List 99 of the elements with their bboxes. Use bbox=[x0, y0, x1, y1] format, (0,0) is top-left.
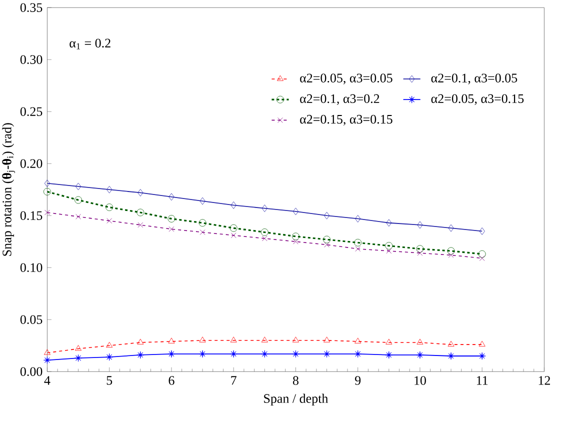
point bbox=[385, 351, 393, 359]
point bbox=[75, 182, 82, 190]
x-axis-title: Span / depth bbox=[264, 394, 328, 406]
point bbox=[198, 219, 206, 227]
legend-label: α2=0.05, α3=0.15 bbox=[431, 94, 524, 105]
point bbox=[479, 256, 485, 261]
y-tick-label: 0.10 bbox=[20, 263, 42, 272]
x-tick-label: 5 bbox=[106, 376, 112, 385]
y-tick-label: 0.00 bbox=[20, 367, 42, 376]
x-tick-label: 8 bbox=[292, 376, 298, 385]
point bbox=[137, 338, 144, 344]
point bbox=[136, 351, 144, 359]
x-tick-label: 4 bbox=[44, 376, 50, 385]
point bbox=[44, 210, 50, 216]
point bbox=[293, 238, 298, 244]
point bbox=[417, 221, 423, 229]
y-tick-label: 0.35 bbox=[20, 3, 42, 12]
point bbox=[136, 208, 144, 216]
point bbox=[448, 340, 454, 347]
legend-label: α2=0.1, α3=0.05 bbox=[431, 74, 518, 84]
point bbox=[168, 215, 176, 222]
point bbox=[386, 248, 392, 254]
point bbox=[324, 336, 330, 342]
y-tick-label: 0.05 bbox=[20, 315, 42, 324]
point bbox=[323, 350, 330, 358]
y-tick-label: 0.20 bbox=[20, 159, 42, 168]
point bbox=[324, 242, 330, 248]
point bbox=[262, 204, 268, 212]
point bbox=[448, 252, 454, 258]
point bbox=[447, 352, 455, 360]
point bbox=[106, 186, 112, 194]
point bbox=[478, 340, 486, 347]
point bbox=[230, 224, 238, 232]
x-tick-label: 11 bbox=[476, 376, 488, 385]
point bbox=[106, 342, 113, 348]
point bbox=[354, 350, 362, 358]
legend-label: α2=0.1, α3=0.2 bbox=[300, 94, 380, 105]
point bbox=[198, 350, 206, 358]
point bbox=[292, 350, 300, 358]
point bbox=[44, 356, 51, 364]
x-tick-label: 7 bbox=[231, 376, 236, 385]
point bbox=[355, 246, 361, 252]
point bbox=[106, 204, 114, 211]
point bbox=[230, 232, 236, 238]
point bbox=[324, 212, 330, 220]
point bbox=[355, 215, 361, 222]
point bbox=[75, 345, 82, 351]
point bbox=[168, 338, 175, 344]
x-tick-label: 10 bbox=[414, 376, 426, 385]
legend-label: α2=0.05, α3=0.05 bbox=[300, 74, 392, 84]
point bbox=[230, 202, 236, 209]
point bbox=[260, 228, 268, 236]
point bbox=[76, 214, 81, 220]
point bbox=[260, 350, 268, 358]
point bbox=[386, 338, 392, 344]
y-tick-label: 0.15 bbox=[20, 211, 42, 220]
point bbox=[230, 350, 238, 358]
point bbox=[292, 232, 300, 240]
point bbox=[478, 250, 486, 258]
point bbox=[416, 245, 424, 253]
point bbox=[447, 247, 455, 255]
point bbox=[44, 180, 50, 188]
point bbox=[354, 338, 362, 344]
point bbox=[138, 189, 144, 196]
point bbox=[106, 218, 112, 224]
legend-label: α2=0.15, α3=0.15 bbox=[300, 114, 392, 126]
point bbox=[44, 188, 51, 196]
point bbox=[168, 226, 174, 232]
point bbox=[168, 193, 174, 201]
point bbox=[292, 208, 299, 216]
point bbox=[262, 236, 268, 242]
point bbox=[354, 238, 362, 246]
annotation: α$_{1}$ = 0.2 bbox=[70, 38, 110, 50]
point bbox=[230, 336, 237, 342]
point bbox=[74, 354, 82, 362]
point bbox=[416, 351, 424, 359]
point bbox=[168, 350, 176, 358]
point bbox=[416, 338, 424, 344]
point bbox=[200, 230, 206, 235]
y-tick-label: 0.25 bbox=[20, 107, 42, 116]
point bbox=[200, 197, 206, 205]
point bbox=[417, 250, 423, 256]
point bbox=[261, 336, 268, 342]
point bbox=[323, 236, 330, 244]
point bbox=[74, 196, 82, 204]
x-tick-label: 9 bbox=[355, 376, 361, 385]
y-tick-label: 0.30 bbox=[20, 55, 42, 64]
point bbox=[199, 336, 206, 342]
x-tick-label: 6 bbox=[168, 376, 174, 385]
point bbox=[138, 222, 144, 228]
point bbox=[44, 349, 50, 355]
y-axis-title: Snap rotation (θ$_{j}$-θ$_{i}$) (rad) bbox=[2, 123, 16, 256]
point bbox=[386, 219, 392, 227]
point bbox=[106, 353, 114, 361]
point bbox=[479, 228, 485, 235]
x-tick-label: 12 bbox=[538, 376, 550, 385]
point bbox=[385, 242, 393, 250]
point bbox=[448, 224, 454, 232]
point bbox=[292, 336, 299, 342]
